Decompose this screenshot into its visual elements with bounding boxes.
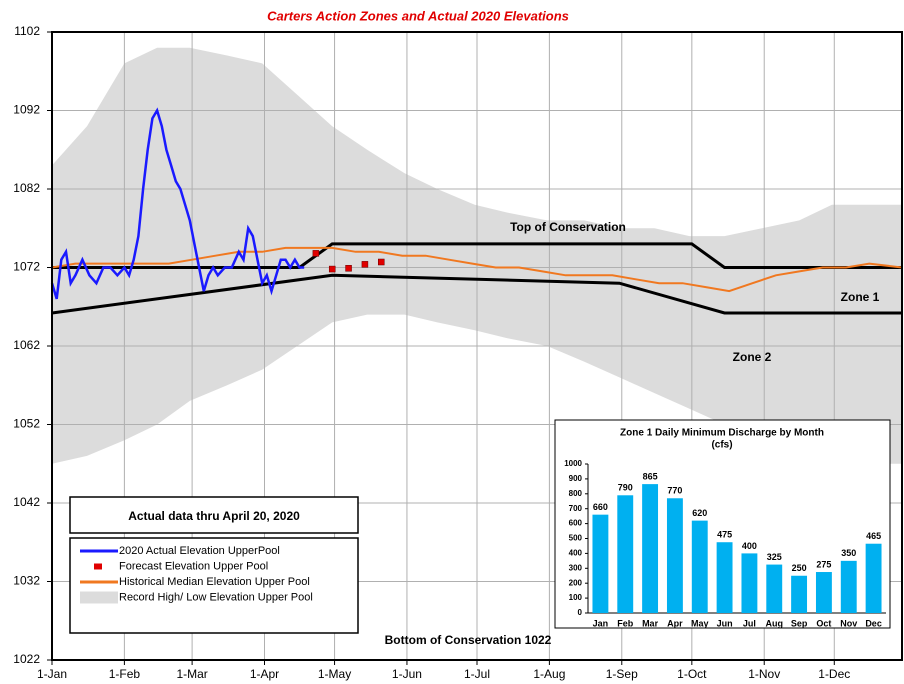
- inset-x-tick-label: Feb: [617, 618, 634, 628]
- inset-x-tick-label: Jul: [743, 618, 756, 628]
- bar: [840, 560, 857, 613]
- annotation: Zone 2: [733, 350, 772, 364]
- zone-boundary: [51, 273, 902, 315]
- y-tick-label: 1052: [13, 417, 40, 431]
- annotation: Actual data thru April 20, 2020: [128, 509, 300, 523]
- x-tick-label: 1-Jul: [464, 667, 490, 681]
- inset-x-tick-label: May: [691, 618, 709, 628]
- bar: [741, 553, 758, 613]
- legend-swatch: [94, 563, 102, 570]
- inset-x-tick-label: Jan: [593, 618, 609, 628]
- bar-value-label: 250: [792, 563, 807, 573]
- x-tick-label: 1-Mar: [176, 667, 207, 681]
- x-tick-label: 1-Aug: [533, 667, 565, 681]
- legend-label: 2020 Actual Elevation UpperPool: [119, 545, 280, 557]
- legend-label: Record High/ Low Elevation Upper Pool: [119, 591, 313, 603]
- forecast-marker: [345, 265, 352, 272]
- y-tick-label: 1022: [13, 652, 40, 666]
- x-tick-label: 1-Jun: [392, 667, 422, 681]
- bar: [666, 498, 683, 613]
- legend-label: Historical Median Elevation Upper Pool: [119, 576, 310, 588]
- bar: [766, 564, 783, 613]
- inset-x-tick-label: Jun: [717, 618, 733, 628]
- bar-value-label: 865: [643, 471, 658, 481]
- bar: [642, 484, 659, 613]
- bar-value-label: 275: [816, 559, 831, 569]
- inset-y-tick-label: 800: [569, 489, 583, 498]
- inset-title: Zone 1 Daily Minimum Discharge by Month: [620, 428, 824, 439]
- y-tick-label: 1072: [13, 260, 40, 274]
- inset-x-tick-label: Apr: [667, 618, 683, 628]
- bar-value-label: 400: [742, 541, 757, 551]
- x-tick-label: 1-Sep: [606, 667, 638, 681]
- legend-box: [69, 537, 359, 634]
- forecast-marker: [312, 250, 320, 257]
- inset-x-tick-label: Aug: [766, 618, 784, 628]
- inset-y-tick-label: 200: [569, 578, 583, 587]
- chart-title: Carters Action Zones and Actual 2020 Ele…: [267, 8, 569, 23]
- bar: [865, 543, 882, 613]
- bar: [716, 542, 733, 613]
- bar-value-label: 620: [692, 508, 707, 518]
- inset-y-tick-label: 0: [578, 608, 583, 617]
- bar-value-label: 325: [767, 552, 782, 562]
- inset-y-tick-label: 900: [569, 474, 583, 483]
- inset-x-tick-label: Nov: [840, 618, 857, 628]
- x-tick-label: 1-Apr: [250, 667, 279, 681]
- inset-y-tick-label: 400: [569, 549, 583, 558]
- bar: [617, 495, 634, 613]
- bar-value-label: 465: [866, 531, 881, 541]
- inset-y-tick-label: 600: [569, 519, 583, 528]
- inset-y-tick-label: 100: [569, 593, 583, 602]
- y-tick-label: 1032: [13, 574, 40, 588]
- legend-label: Forecast Elevation Upper Pool: [119, 560, 268, 572]
- inset-y-tick-label: 1000: [564, 459, 582, 468]
- plot-frame: [51, 31, 903, 661]
- note-box: [69, 496, 359, 534]
- y-tick-label: 1102: [14, 24, 40, 38]
- zone-label: Top of Conservation: [510, 220, 626, 234]
- bar-value-label: 790: [618, 483, 633, 493]
- bar: [791, 575, 808, 613]
- y-tick-label: 1082: [13, 181, 40, 195]
- forecast-marker: [328, 265, 336, 273]
- inset-y-tick-label: 700: [569, 504, 583, 513]
- x-tick-label: 1-Feb: [109, 667, 141, 681]
- bar-value-label: 475: [717, 530, 732, 540]
- inset-y-tick-label: 300: [569, 563, 583, 572]
- y-tick-label: 1062: [13, 338, 40, 352]
- y-tick-label: 1042: [13, 495, 40, 509]
- series-line: [50, 107, 305, 300]
- bar-value-label: 350: [841, 548, 856, 558]
- series-line: [51, 246, 903, 293]
- x-tick-label: 1-Nov: [748, 667, 780, 681]
- inset-subtitle: (cfs): [711, 440, 732, 451]
- inset-y-tick-label: 500: [569, 534, 583, 543]
- bar-value-label: 770: [667, 486, 682, 496]
- forecast-marker: [361, 261, 369, 268]
- bar: [691, 520, 708, 613]
- x-tick-label: 1-Oct: [677, 667, 707, 681]
- bar: [592, 514, 609, 613]
- inset-x-tick-label: Dec: [865, 618, 882, 628]
- x-tick-label: 1-May: [318, 667, 351, 681]
- inset-x-tick-label: Mar: [642, 618, 659, 628]
- inset-x-tick-label: Oct: [816, 618, 831, 628]
- legend-swatch: [80, 591, 118, 604]
- x-tick-label: 1-Jan: [37, 667, 67, 681]
- annotation: Bottom of Conservation 1022: [385, 633, 552, 647]
- inset-x-tick-label: Sep: [791, 618, 808, 628]
- annotation: Zone 1: [841, 290, 880, 304]
- x-tick-label: 1-Dec: [818, 667, 850, 681]
- y-tick-label: 1092: [13, 103, 40, 117]
- forecast-marker: [378, 258, 385, 266]
- bar-value-label: 660: [593, 502, 608, 512]
- bar: [815, 572, 832, 613]
